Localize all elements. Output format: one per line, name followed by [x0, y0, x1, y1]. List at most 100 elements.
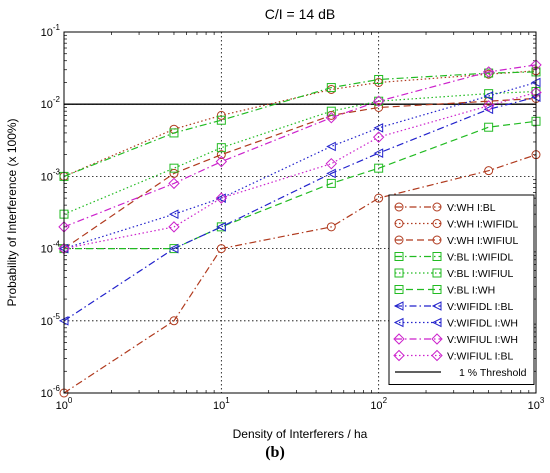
data-point: [326, 141, 336, 152]
x-tick-base: 10: [213, 400, 225, 412]
legend-item: V:WH I:WIFIDL: [394, 219, 519, 231]
legend-marker: [394, 252, 404, 261]
legend-item: V:BL I:WIFIUL: [394, 268, 513, 280]
series-lines: [58, 59, 542, 398]
y-tick-label: 10-6: [41, 384, 61, 400]
y-axis-label: Probability of Interference (x 100%): [5, 118, 19, 306]
data-point: [168, 243, 179, 254]
y-tick-label: 10-3: [41, 167, 61, 183]
data-point: [169, 168, 179, 178]
data-point: [372, 131, 385, 143]
data-point: [373, 148, 384, 158]
legend-label: V:WH I:WIFIDL: [447, 219, 519, 231]
y-tick-exponent: -2: [53, 95, 61, 104]
x-tick-label: 103: [528, 396, 545, 412]
legend-item: V:WIFIDL I:WH: [393, 317, 518, 330]
x-tick-exponent: 2: [383, 396, 388, 405]
y-tick-base: 10: [41, 316, 53, 328]
data-point: [373, 123, 384, 133]
series-group: [58, 59, 542, 233]
data-point: [482, 66, 495, 78]
data-point: [215, 192, 228, 204]
legend-marker: [432, 285, 442, 294]
data-point: [325, 112, 338, 124]
data-point: [326, 222, 336, 232]
series-line: [63, 70, 537, 177]
legend-item: V:BL I:WIFIDL: [394, 252, 513, 264]
data-point: [216, 143, 226, 153]
data-point: [169, 128, 179, 138]
series-line: [63, 81, 537, 250]
data-point: [168, 221, 180, 233]
data-point: [484, 122, 494, 132]
data-point: [216, 193, 226, 203]
legend-item: V:WH I:WIFIUL: [394, 235, 519, 247]
x-tick-exponent: 0: [68, 396, 73, 405]
legend-item: V:WH I:BL: [394, 202, 496, 214]
figure-caption: (b): [265, 444, 285, 461]
plot-frame: [63, 31, 537, 394]
data-point: [484, 166, 494, 176]
legend-marker: [393, 349, 405, 362]
data-point: [374, 96, 384, 106]
y-tick-label: 10-1: [41, 23, 61, 39]
legend-marker: [432, 219, 442, 228]
data-point: [372, 95, 385, 107]
y-tick-label: 10-2: [41, 95, 61, 111]
y-tick-base: 10: [41, 244, 53, 256]
x-tick-label: 100: [56, 396, 73, 412]
data-point: [374, 163, 384, 173]
data-point: [169, 163, 179, 173]
legend-marker: [393, 301, 404, 311]
legend: V:WH I:BL V:WH I:WIFIDL V:WH I:WIFIUL V:BL …: [388, 194, 535, 385]
x-tick-exponent: 1: [225, 396, 230, 405]
y-tick-base: 10: [41, 27, 53, 39]
x-tick-base: 10: [56, 400, 68, 412]
legend-marker: [431, 349, 443, 362]
x-tick-base: 10: [370, 400, 382, 412]
x-axis-label: Density of Interferers / ha: [233, 427, 368, 441]
legend-marker: [431, 301, 442, 311]
y-tick-label: 10-4: [41, 240, 61, 256]
data-point: [168, 209, 179, 219]
data-point: [326, 106, 336, 116]
y-tick-label: 10-5: [41, 312, 61, 328]
legend-marker: [432, 252, 442, 261]
data-point: [325, 157, 338, 170]
data-point: [483, 91, 494, 101]
x-tick-label: 101: [213, 396, 230, 412]
data-point: [216, 150, 226, 160]
series-line: [63, 154, 537, 394]
chart-title: C/I = 14 dB: [265, 6, 335, 22]
legend-marker: [432, 202, 442, 212]
data-point: [374, 74, 384, 84]
legend-marker: [394, 219, 404, 228]
legend-item: V:BL I:WH: [394, 285, 495, 297]
data-point: [215, 155, 228, 168]
data-point: [216, 115, 226, 125]
y-tick-exponent: -6: [53, 384, 61, 393]
legend-marker: [432, 235, 442, 245]
data-point: [216, 222, 226, 232]
legend-marker: [432, 268, 442, 278]
y-tick-exponent: -3: [53, 167, 61, 176]
data-point: [326, 178, 336, 188]
legend-label: V:WH I:WIFIUL: [447, 235, 519, 247]
data-point: [482, 100, 495, 112]
y-tick-base: 10: [41, 99, 53, 111]
legend-label: V:WH I:BL: [447, 202, 496, 214]
data-point: [168, 177, 180, 190]
data-point: [326, 168, 336, 179]
legend-label: V:BL I:WIFIDL: [447, 252, 513, 264]
legend-marker: [394, 202, 404, 212]
legend-item: 1 % Threshold: [395, 367, 527, 379]
legend-marker: [394, 268, 404, 278]
data-point: [216, 244, 226, 254]
data-point: [216, 110, 226, 120]
legend-marker: [393, 317, 404, 328]
legend-marker: [393, 333, 405, 345]
legend-item: V:WIFIDL I:BL: [393, 301, 513, 313]
y-tick-exponent: -4: [53, 240, 61, 249]
y-tick-exponent: -5: [53, 312, 61, 321]
